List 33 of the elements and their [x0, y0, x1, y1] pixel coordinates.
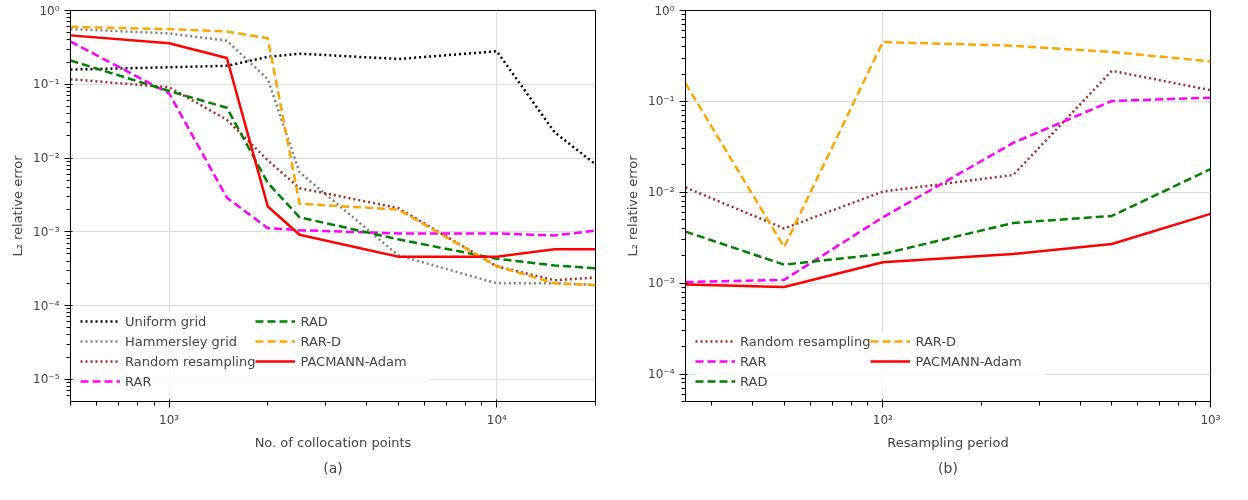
x-tick-label: 10²: [872, 412, 894, 427]
y-tick-label: 10⁻¹: [648, 94, 675, 109]
text: (a): [323, 459, 343, 476]
x-tick-label: 10³: [1200, 412, 1221, 427]
legend-label: Random resampling: [740, 333, 871, 349]
x-tick-label: 10³: [159, 412, 180, 427]
y-tick-label: 10⁻⁵: [33, 372, 60, 387]
legend-label: Uniform grid: [125, 313, 208, 329]
y-axis-title: L₂ relative error: [625, 154, 641, 257]
y-tick-label: 10⁻²: [33, 151, 60, 166]
x-axis-title: No. of collocation points: [254, 434, 412, 450]
text: (b): [938, 459, 958, 476]
legend-label: Hammersley grid: [125, 333, 239, 349]
y-tick-label: 10⁰: [654, 3, 675, 18]
legend-label: RAR: [125, 373, 153, 389]
legend-label: Random resampling: [125, 353, 256, 369]
legend-label: RAD: [740, 373, 769, 389]
y-tick-label: 10⁻³: [33, 224, 60, 239]
y-tick-label: 10⁻⁴: [648, 367, 675, 382]
y-tick-label: 10⁻³: [648, 276, 675, 291]
y-tick-label: 10⁻²: [648, 185, 675, 200]
legend-label: PACMANN-Adam: [300, 353, 408, 369]
x-tick-label: 10⁴: [486, 412, 508, 427]
legend-label: RAR: [740, 353, 768, 369]
legend-label: RAD: [300, 313, 329, 329]
legend-label: RAR-D: [300, 333, 342, 349]
x-axis-title: Resampling period: [887, 434, 1009, 450]
legend-label: PACMANN-Adam: [915, 353, 1023, 369]
legend-label: RAR-D: [915, 333, 957, 349]
y-tick-label: 10⁻¹: [33, 77, 60, 92]
y-tick-label: 10⁻⁴: [33, 298, 60, 313]
y-tick-label: 10⁰: [39, 3, 60, 18]
y-axis-title: L₂ relative error: [10, 154, 26, 257]
